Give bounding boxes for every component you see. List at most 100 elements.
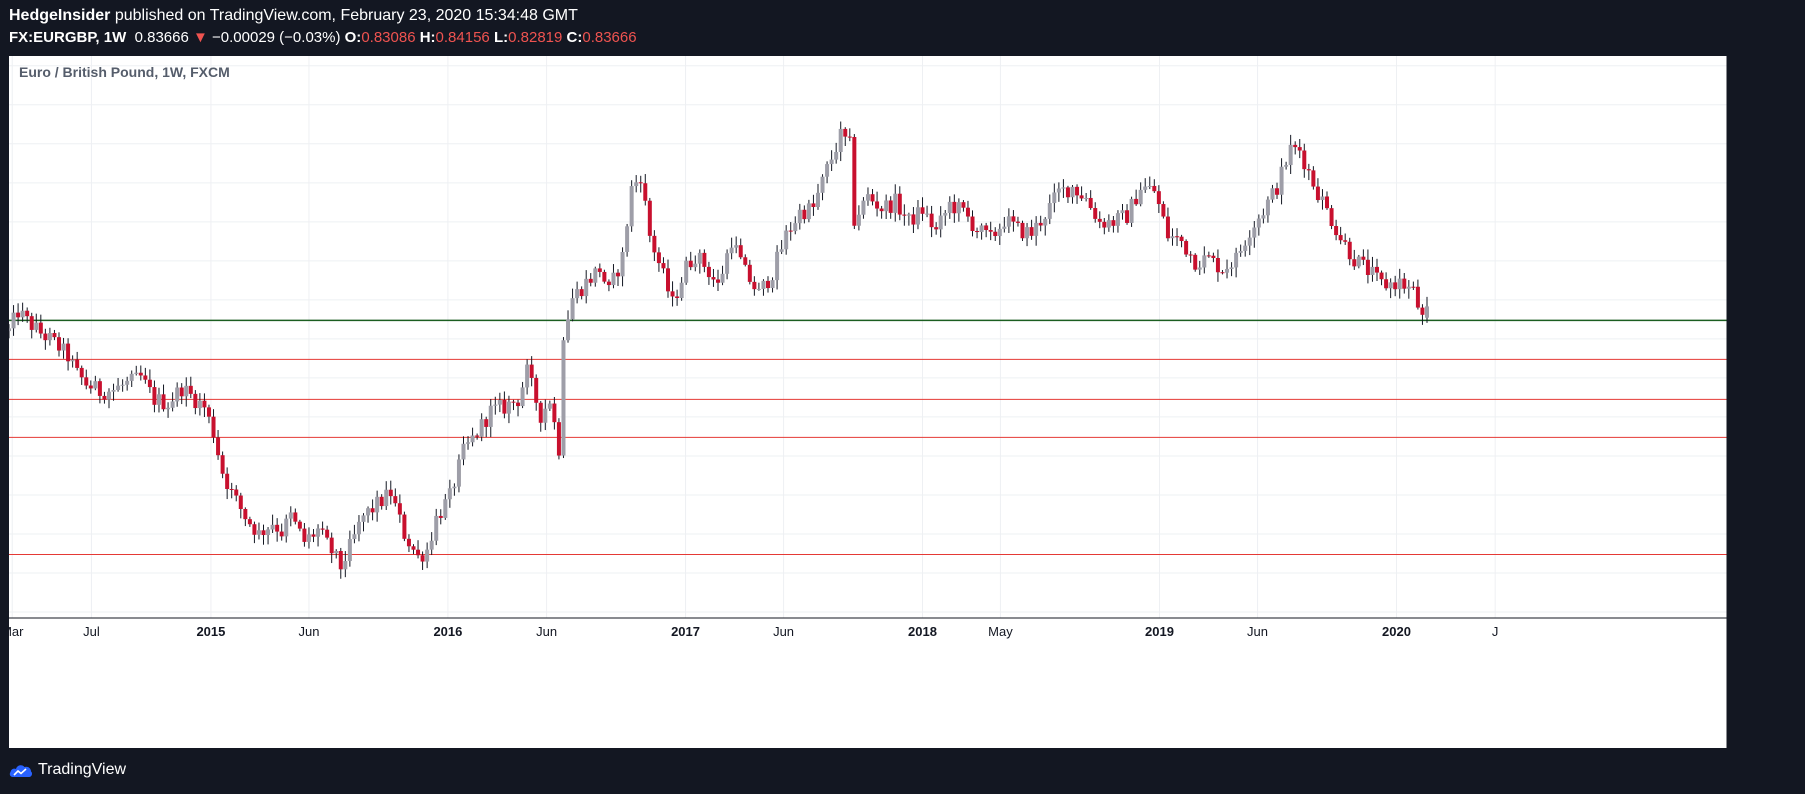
candle-body <box>284 518 289 537</box>
chart-panel[interactable]: 0.960000.940000.920000.900000.880000.860… <box>1 56 1790 748</box>
candle-body <box>1261 215 1266 219</box>
ohlc-line: FX:EURGBP, 1W 0.83666 ▼ −0.00029 (−0.03%… <box>9 29 637 46</box>
candle-body <box>1384 279 1389 289</box>
candle-body <box>343 561 348 570</box>
candle-body <box>388 489 393 497</box>
candle-body <box>129 373 134 381</box>
candle-body <box>970 216 975 232</box>
candle-body <box>479 419 484 437</box>
candle-body <box>320 528 325 530</box>
candle-body <box>1197 267 1202 270</box>
candle-body <box>1329 208 1334 227</box>
candle-body <box>797 209 802 224</box>
candle-body <box>366 508 371 516</box>
candle-body <box>470 435 475 443</box>
candle-body <box>1325 196 1330 209</box>
candle-body <box>806 203 811 220</box>
candle-body <box>570 298 575 320</box>
low-value: 0.82819 <box>508 29 563 46</box>
x-tick-label: 2016 <box>433 624 462 639</box>
candle-body <box>493 404 498 406</box>
candle-body <box>175 387 180 402</box>
candle-body <box>611 272 616 286</box>
x-tick-label: 2017 <box>671 624 700 639</box>
x-tick-label: Jun <box>536 624 557 639</box>
candle-body <box>566 319 571 341</box>
candle-body <box>206 407 211 417</box>
candle-body <box>61 343 66 351</box>
candle-body <box>288 512 293 519</box>
candle-body <box>1147 185 1152 187</box>
candle-body <box>793 223 798 232</box>
candle-body <box>1211 255 1216 259</box>
candle-body <box>134 372 139 374</box>
high-label: H: <box>419 29 436 46</box>
candle-body <box>406 538 411 547</box>
candle-body <box>575 289 580 299</box>
candle-body <box>188 385 193 394</box>
candle-body <box>1170 236 1175 239</box>
candle-body <box>75 359 80 368</box>
publish-info: published on TradingView.com, February 2… <box>114 7 578 24</box>
candle-body <box>425 549 430 562</box>
candle-body <box>116 385 121 390</box>
candle-body <box>1115 213 1120 226</box>
candle-body <box>1011 216 1016 222</box>
candle-body <box>747 264 752 282</box>
candlestick-chart[interactable]: 0.960000.940000.920000.900000.880000.860… <box>1 56 1790 748</box>
candle-body <box>56 337 61 351</box>
candle-body <box>679 282 684 299</box>
candle-body <box>893 193 898 213</box>
candle-body <box>920 207 925 214</box>
candle-body <box>1334 226 1339 236</box>
candle-body <box>1311 170 1316 187</box>
candle-body <box>334 551 339 554</box>
candle-body <box>1220 272 1225 274</box>
candle-body <box>1288 144 1293 166</box>
candle-body <box>11 312 16 329</box>
candle-body <box>293 512 298 522</box>
candle-body <box>1179 236 1184 242</box>
candle-body <box>138 372 143 376</box>
candle-body <box>356 521 361 535</box>
candle-body <box>93 381 98 389</box>
x-tick-label: May <box>988 624 1013 639</box>
candle-body <box>311 534 316 537</box>
candle-body <box>1247 237 1252 246</box>
candle-body <box>216 437 221 456</box>
candle-body <box>1352 259 1357 267</box>
candle-body <box>988 230 993 232</box>
candle-body <box>411 546 416 550</box>
tradingview-logo[interactable]: TradingView <box>9 761 126 779</box>
candle-body <box>629 186 634 227</box>
candle-body <box>384 489 389 507</box>
candle-body <box>666 268 671 292</box>
candle-body <box>111 389 116 392</box>
candle-body <box>875 201 880 209</box>
candle-body <box>316 528 321 537</box>
candle-body <box>329 537 334 554</box>
candle-body <box>975 231 980 233</box>
candle-body <box>911 214 916 225</box>
candle-body <box>297 521 302 529</box>
candle-body <box>106 391 111 400</box>
candle-body <box>825 164 830 177</box>
candle-body <box>266 529 271 536</box>
candle-body <box>1270 188 1275 200</box>
candle-body <box>675 296 680 299</box>
candle-body <box>456 459 461 487</box>
candle-body <box>1284 165 1289 167</box>
candle-body <box>7 328 11 332</box>
candle-body <box>1265 199 1270 216</box>
candle-body <box>125 380 130 385</box>
author-name[interactable]: HedgeInsider <box>9 7 111 24</box>
candle-body <box>538 402 543 423</box>
candle-body <box>997 228 1002 237</box>
candle-body <box>1002 226 1007 229</box>
candle-body <box>1097 218 1102 222</box>
candle-body <box>843 128 848 137</box>
candle-body <box>652 235 657 253</box>
candle-body <box>1202 255 1207 268</box>
candle-body <box>347 539 352 562</box>
x-tick-label: J <box>1492 624 1499 639</box>
